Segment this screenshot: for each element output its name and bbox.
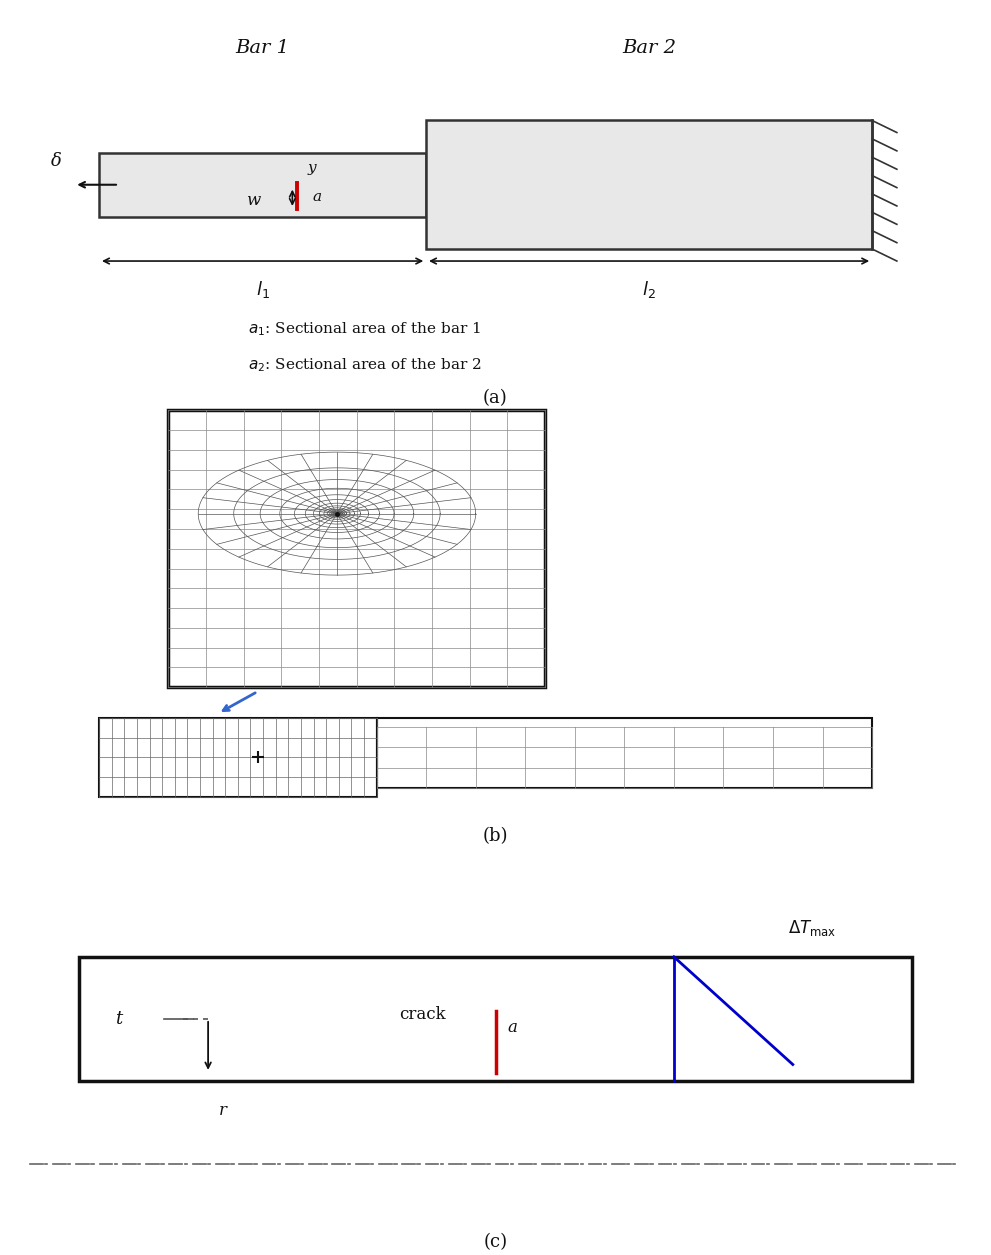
Text: (c): (c): [484, 1234, 507, 1251]
Text: $a_2$: Sectional area of the bar 2: $a_2$: Sectional area of the bar 2: [248, 356, 482, 374]
Text: $\Delta T_{\mathrm{max}}$: $\Delta T_{\mathrm{max}}$: [789, 917, 836, 937]
Bar: [377, 718, 872, 788]
Text: $l_1$: $l_1$: [256, 279, 270, 300]
Text: (b): (b): [483, 827, 508, 846]
Text: δ: δ: [52, 152, 61, 169]
Text: a: a: [312, 190, 321, 203]
Text: (a): (a): [484, 389, 507, 407]
Text: $a_1$: Sectional area of the bar 1: $a_1$: Sectional area of the bar 1: [248, 320, 481, 338]
Bar: [99, 718, 377, 797]
Text: a: a: [507, 1019, 517, 1035]
Text: Bar 2: Bar 2: [622, 39, 676, 58]
Text: r: r: [219, 1102, 227, 1118]
Bar: [99, 153, 426, 217]
Text: w: w: [246, 192, 260, 210]
Text: y: y: [308, 161, 316, 174]
Bar: [168, 410, 545, 686]
Text: t: t: [115, 1010, 123, 1028]
Text: $l_2$: $l_2$: [642, 279, 656, 300]
Text: Bar 1: Bar 1: [236, 39, 289, 58]
Text: crack: crack: [399, 1007, 446, 1023]
Bar: [79, 956, 912, 1081]
Bar: [426, 120, 872, 248]
